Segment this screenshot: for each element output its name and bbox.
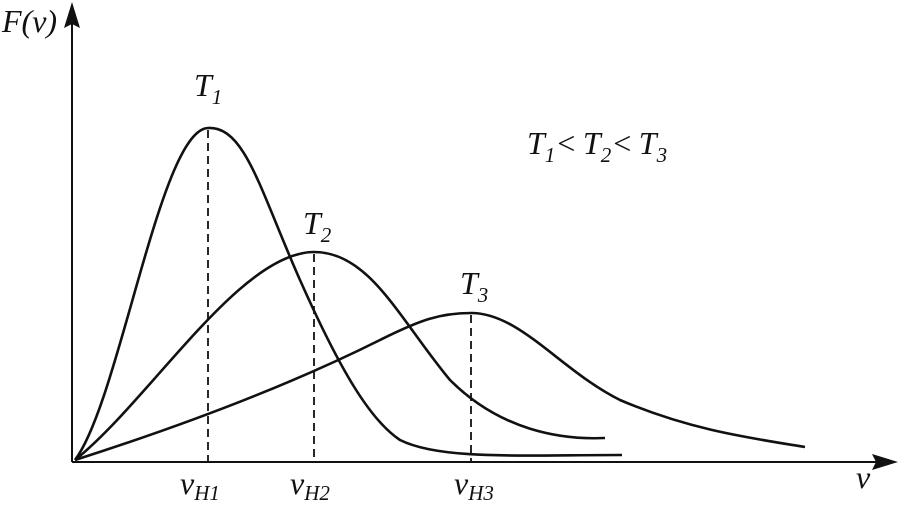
x-axis-arrow <box>872 454 898 470</box>
label-base: v <box>180 465 195 501</box>
relation-sign: < <box>611 125 633 161</box>
label-base: T <box>527 125 547 161</box>
label-sub: 1 <box>545 143 556 167</box>
curve-t3 <box>74 311 806 462</box>
label-base: v <box>454 465 469 501</box>
label-sub: 2 <box>601 143 612 167</box>
relation-sign: < <box>555 125 577 161</box>
curve-label: T2 <box>303 205 332 247</box>
curve-label: T3 <box>460 265 488 307</box>
label-sub: H3 <box>467 481 494 505</box>
label-sub: H2 <box>303 481 330 505</box>
label-sub: 1 <box>212 85 223 109</box>
label-base: T <box>460 265 480 301</box>
label-base: v <box>290 465 305 501</box>
label-base: T <box>194 67 214 103</box>
curve-label: T1 <box>194 67 222 109</box>
label-base: T <box>583 125 603 161</box>
peak-label: vH3 <box>454 465 494 505</box>
peak-label: vH1 <box>180 465 220 505</box>
y-axis-arrow <box>64 2 80 28</box>
x-axis-label: v <box>856 459 871 495</box>
curve-t2 <box>74 250 606 462</box>
relation: T1< T2< T3 <box>527 125 667 167</box>
label-sub: 3 <box>477 283 489 307</box>
curve-t1 <box>73 126 623 461</box>
label-sub: 3 <box>656 143 668 167</box>
label-base: T <box>303 205 323 241</box>
peak-label: vH2 <box>290 465 330 505</box>
label-base: T <box>639 125 659 161</box>
label-sub: H1 <box>193 481 220 505</box>
y-axis-label: F(v) <box>1 3 57 39</box>
label-sub: 2 <box>321 223 332 247</box>
